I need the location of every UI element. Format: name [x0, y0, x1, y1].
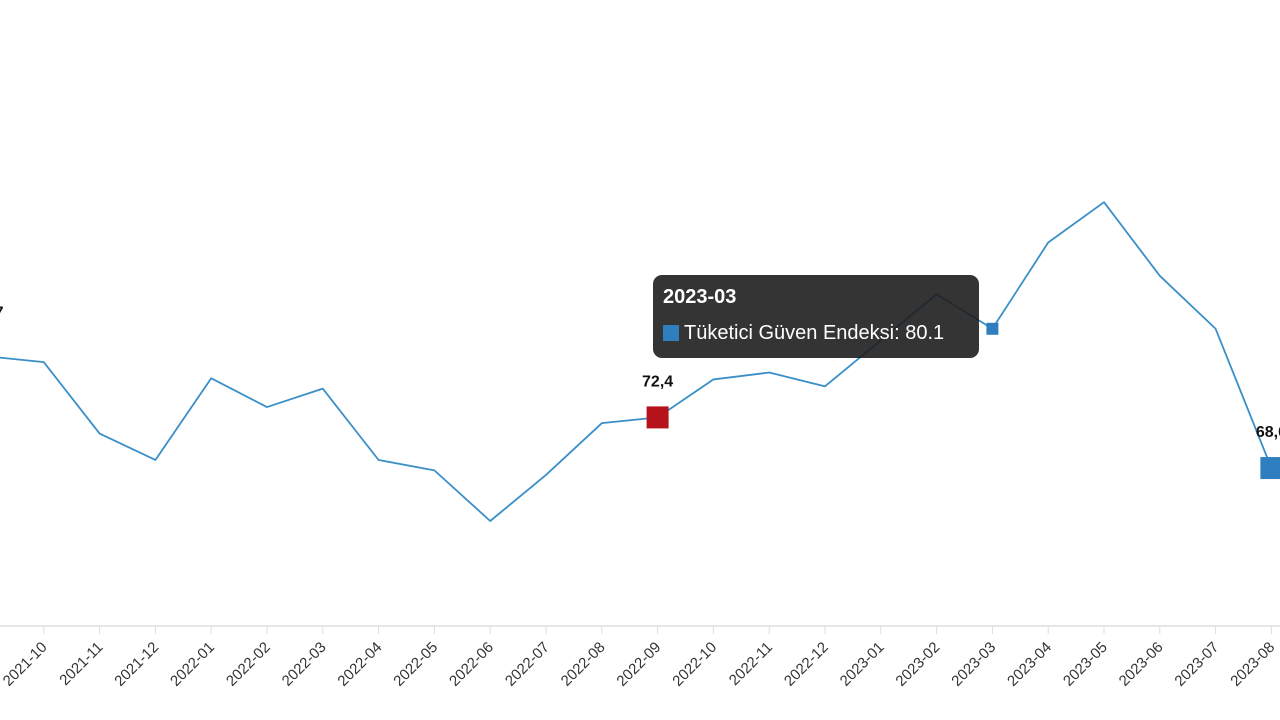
highlight-point-marker	[1260, 457, 1280, 480]
series-line	[0, 201, 1273, 522]
x-tick-label: 2023-03	[948, 639, 999, 690]
highlight-point-marker	[646, 406, 669, 429]
x-tick-label: 2022-12	[781, 639, 832, 690]
x-tick-label: 2023-08	[1227, 639, 1278, 690]
x-tick-label: 2022-06	[446, 639, 497, 690]
x-tick-label: 2021-11	[56, 639, 106, 689]
x-tick-label: 2023-05	[1060, 639, 1111, 690]
x-tick-label: 2023-04	[1004, 639, 1055, 690]
hovered-point-marker	[986, 322, 999, 335]
tooltip-row: Tüketici Güven Endeksi: 80.1	[663, 321, 969, 345]
x-tick-label: 2023-01	[837, 639, 888, 690]
x-tick-label: 2023-07	[1171, 639, 1222, 690]
tooltip-title: 2023-03	[663, 286, 737, 308]
x-tick-label: 2022-09	[613, 639, 664, 690]
x-tick-label: 2021-12	[111, 639, 162, 690]
x-tick-label: 2022-02	[223, 639, 274, 690]
x-tick-label: 2022-10	[669, 639, 720, 690]
x-tick-label: 2022-08	[558, 639, 609, 690]
x-tick-label: 2022-01	[167, 639, 218, 690]
x-tick-label: 2022-03	[279, 639, 330, 690]
data-label: 77,7	[0, 304, 4, 321]
tooltip-series-swatch	[663, 325, 679, 341]
data-label: 72,4	[642, 373, 673, 390]
chart-tooltip: 2023-03 Tüketici Güven Endeksi: 80.1	[653, 275, 979, 358]
x-tick-label: 2022-07	[502, 639, 553, 690]
x-tick-label: 2023-06	[1116, 639, 1167, 690]
x-tick-label: 2022-04	[334, 639, 385, 690]
tooltip-series-value: Tüketici Güven Endeksi: 80.1	[684, 322, 945, 344]
x-tick-label: 2021-10	[0, 639, 51, 690]
x-tick-label: 2022-11	[726, 639, 776, 689]
data-label: 68,0	[1256, 424, 1280, 441]
x-tick-label: 2023-02	[892, 639, 943, 690]
x-tick-label: 2022-05	[390, 639, 441, 690]
